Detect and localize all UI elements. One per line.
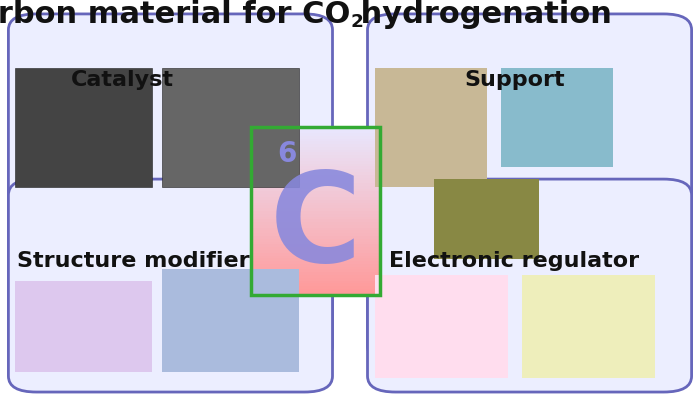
Bar [15, 281, 152, 372]
Bar [251, 222, 380, 225]
Bar [251, 152, 380, 155]
Bar [251, 261, 380, 264]
Bar [374, 68, 486, 187]
Bar [251, 205, 380, 208]
Bar [251, 258, 380, 261]
Bar [251, 208, 380, 211]
Text: Structure modifier: Structure modifier [17, 251, 249, 271]
Bar [251, 150, 380, 152]
Bar [251, 172, 380, 175]
Bar [251, 203, 380, 205]
Bar [251, 272, 380, 275]
Bar [251, 180, 380, 183]
Bar [251, 267, 380, 269]
Bar [251, 133, 380, 136]
Bar [162, 68, 299, 187]
Bar [251, 217, 380, 219]
Bar [251, 194, 380, 197]
Bar [251, 253, 380, 256]
Bar [251, 127, 380, 130]
Text: C: C [270, 167, 361, 288]
Bar [251, 211, 380, 214]
Bar [434, 179, 539, 259]
Text: 6: 6 [277, 140, 297, 168]
Bar [251, 233, 380, 236]
Bar [251, 250, 380, 253]
Bar [251, 239, 380, 242]
Bar [251, 230, 380, 233]
Bar [15, 68, 152, 187]
Bar [251, 158, 380, 161]
Bar [251, 200, 380, 203]
Bar [251, 136, 380, 139]
Bar [251, 286, 380, 289]
Bar [251, 278, 380, 281]
Bar [251, 219, 380, 222]
Bar [251, 214, 380, 217]
Bar [251, 186, 380, 189]
Bar [500, 68, 612, 167]
Bar [251, 189, 380, 191]
Bar [251, 281, 380, 283]
FancyBboxPatch shape [8, 179, 332, 392]
Text: hydrogenation: hydrogenation [350, 0, 612, 29]
Bar [251, 183, 380, 186]
Bar [251, 161, 380, 164]
Bar [251, 144, 380, 147]
Bar [251, 178, 380, 180]
Bar [251, 164, 380, 166]
Bar [251, 247, 380, 250]
Bar [251, 292, 380, 295]
FancyBboxPatch shape [8, 14, 332, 362]
Bar [251, 228, 380, 230]
Bar [251, 275, 380, 278]
Text: Support: Support [464, 70, 565, 90]
FancyBboxPatch shape [368, 179, 692, 392]
Bar [162, 269, 299, 372]
Bar [251, 264, 380, 267]
Bar [251, 141, 380, 144]
Bar [251, 283, 380, 286]
Text: 2: 2 [350, 13, 363, 31]
Bar [374, 275, 508, 378]
Bar [251, 242, 380, 244]
FancyBboxPatch shape [368, 14, 692, 362]
Bar [251, 147, 380, 150]
Bar [251, 130, 380, 133]
Bar [251, 197, 380, 200]
Bar [251, 139, 380, 141]
Text: Carbon material for CO: Carbon material for CO [0, 0, 350, 29]
Bar [251, 269, 380, 272]
Bar [251, 166, 380, 169]
Bar [251, 225, 380, 228]
Text: Electronic regulator: Electronic regulator [389, 251, 640, 271]
Bar [251, 244, 380, 247]
Bar [251, 169, 380, 172]
Bar [251, 289, 380, 292]
Bar [251, 191, 380, 194]
Bar [251, 175, 380, 178]
Bar [522, 275, 654, 378]
Bar [251, 236, 380, 239]
Bar [251, 256, 380, 258]
Bar [251, 155, 380, 158]
Text: Catalyst: Catalyst [71, 70, 174, 90]
